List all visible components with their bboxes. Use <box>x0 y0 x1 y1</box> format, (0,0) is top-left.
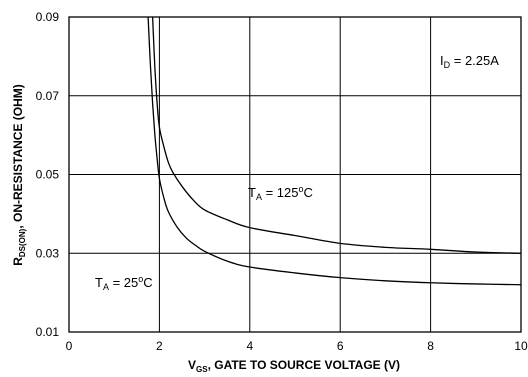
x-axis-label-rest: , GATE TO SOURCE VOLTAGE (V) <box>208 358 400 372</box>
x-tick-label: 4 <box>246 339 253 353</box>
plot-frame <box>68 16 522 333</box>
annotation-drain-current-sub: D <box>444 60 451 70</box>
x-axis-label-sub: GS <box>196 365 208 374</box>
annotation-drain-current-rest: = 2.25A <box>450 53 499 68</box>
annotation-125c-sub: A <box>256 192 262 202</box>
x-tick-label: 6 <box>337 339 344 353</box>
annotation-25c-sub: A <box>103 282 109 292</box>
curves <box>147 17 521 286</box>
y-tick-label: 0.05 <box>36 168 60 182</box>
annotation-125c-main: T <box>248 185 256 200</box>
annotation-25c-value: = 25 <box>109 275 138 290</box>
annotation-25c: TA = 25oC <box>95 274 153 292</box>
annotation-25c-unit: C <box>143 275 152 290</box>
series-line-25c <box>147 17 521 286</box>
annotation-125c-unit: C <box>304 185 313 200</box>
y-tick-label: 0.03 <box>36 246 60 260</box>
annotation-drain-current: ID = 2.25A <box>440 53 499 70</box>
x-tick-labels: 0 2 4 6 8 10 <box>66 339 528 353</box>
annotation-25c-main: T <box>95 275 103 290</box>
x-tick-label: 8 <box>427 339 434 353</box>
grid <box>69 17 521 332</box>
y-axis-label-rest: , ON-RESISTANCE (OHM) <box>11 84 25 228</box>
x-axis-label-main: V <box>188 358 196 372</box>
x-tick-label: 2 <box>156 339 163 353</box>
y-axis-label: RDS(ON), ON-RESISTANCE (OHM) <box>11 84 27 266</box>
annotation-drain-current-main: I <box>440 53 444 68</box>
y-axis-label-main: R <box>11 257 25 266</box>
y-tick-labels: 0.01 0.03 0.05 0.07 0.09 <box>36 10 60 339</box>
annotation-125c-value: = 125 <box>262 185 299 200</box>
y-axis-label-sub: DS(ON) <box>18 228 27 257</box>
y-tick-label: 0.01 <box>36 325 60 339</box>
x-tick-label: 10 <box>514 339 528 353</box>
series-line-125c <box>151 17 521 254</box>
annotation-125c-deg: o <box>298 184 303 194</box>
y-tick-label: 0.09 <box>36 10 60 24</box>
x-tick-label: 0 <box>66 339 73 353</box>
annotation-25c-deg: o <box>138 274 143 284</box>
y-tick-label: 0.07 <box>36 89 60 103</box>
annotation-125c: TA = 125oC <box>248 184 313 202</box>
x-axis-label: VGS, GATE TO SOURCE VOLTAGE (V) <box>188 358 400 374</box>
